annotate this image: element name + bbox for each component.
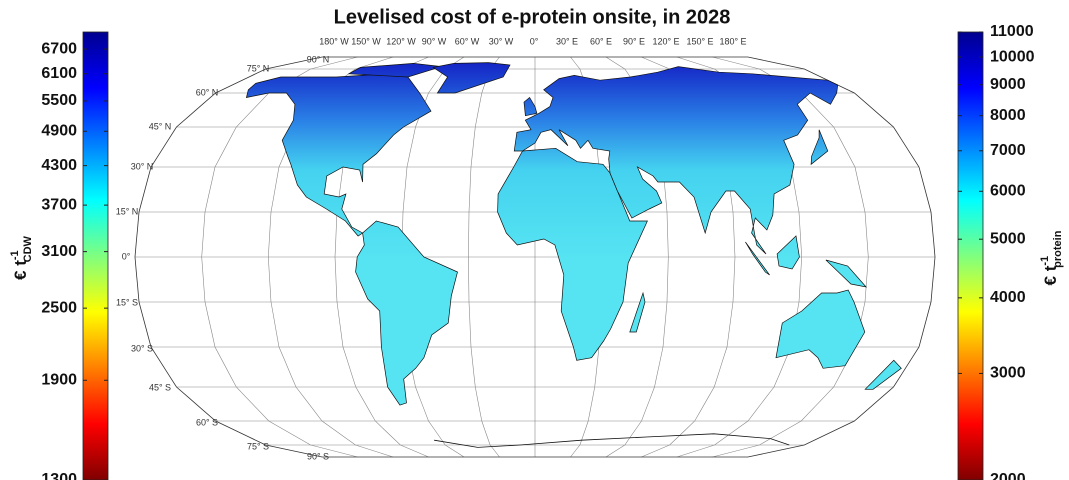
latitude-label: 90° S bbox=[307, 451, 329, 461]
colorbar-label: € t-1CDW bbox=[9, 235, 34, 280]
colorbar-tick-label: 1300 bbox=[41, 471, 77, 480]
latitude-label: 0° bbox=[122, 251, 131, 261]
land bbox=[810, 129, 829, 166]
title: Levelised cost of e-protein onsite, in 2… bbox=[334, 6, 731, 28]
colorbar-tick-label: 5500 bbox=[41, 92, 77, 109]
latitude-label: 15° S bbox=[116, 297, 138, 307]
colorbar-tick-label: 11000 bbox=[990, 23, 1034, 40]
colorbar-tick-label: 4900 bbox=[41, 123, 77, 140]
land bbox=[432, 62, 511, 94]
label-sup: -1 bbox=[9, 250, 21, 260]
land bbox=[825, 259, 868, 288]
meridian bbox=[467, 56, 500, 458]
longitude-label: 150° W bbox=[351, 36, 381, 46]
colorbar-tick-label: 8000 bbox=[990, 107, 1026, 124]
colorbar-tick-label: 4300 bbox=[41, 157, 77, 174]
latitude-label: 30° N bbox=[131, 161, 154, 171]
colorbar-tick-label: 6700 bbox=[41, 40, 77, 57]
longitude-label: 30° E bbox=[556, 36, 578, 46]
land bbox=[775, 289, 866, 369]
map-frame bbox=[134, 56, 936, 458]
label-sub: CDW bbox=[22, 235, 34, 262]
land bbox=[776, 235, 800, 270]
colorbar-tick-label: 3700 bbox=[41, 196, 77, 213]
antarctica-coast bbox=[434, 433, 790, 448]
colorbar-tick-label: 5000 bbox=[990, 230, 1026, 247]
colorbar-label: € t-1protein bbox=[1039, 230, 1064, 285]
longitude-label: 180° W bbox=[319, 36, 349, 46]
colorbar-tick-label: 10000 bbox=[990, 48, 1035, 65]
colorbar-tick-label: 2500 bbox=[41, 299, 77, 316]
colorbar-tick-label: 6000 bbox=[990, 183, 1026, 200]
latitude-label: 75° N bbox=[247, 63, 270, 73]
label-sub: protein bbox=[1052, 230, 1064, 268]
latitude-label: 45° N bbox=[149, 121, 172, 131]
longitude-label: 30° W bbox=[489, 36, 514, 46]
longitude-label: 120° W bbox=[386, 36, 416, 46]
colorbar-tick-label: 9000 bbox=[990, 76, 1026, 93]
latitude-label: 45° S bbox=[149, 382, 171, 392]
world-map bbox=[134, 56, 936, 458]
colorbar bbox=[82, 31, 109, 480]
colorbar-tick-label: 1900 bbox=[41, 371, 77, 388]
land bbox=[523, 96, 538, 117]
longitude-label: 90° E bbox=[623, 36, 645, 46]
land bbox=[347, 63, 442, 78]
latitude-label: 30° S bbox=[131, 343, 153, 353]
colorbar-tick-label: 4000 bbox=[990, 289, 1026, 306]
colorbar-tick-label: 6100 bbox=[41, 65, 77, 82]
longitude-label: 0° bbox=[530, 36, 539, 46]
colorbar-tick-label: 3100 bbox=[41, 243, 77, 260]
land bbox=[497, 147, 648, 361]
longitude-label: 120° E bbox=[652, 36, 679, 46]
label-sup: -1 bbox=[1039, 256, 1051, 266]
label-main: € t bbox=[1041, 265, 1060, 285]
longitude-label: 150° E bbox=[686, 36, 713, 46]
colorbar-tick-label: 7000 bbox=[990, 142, 1026, 159]
latitude-label: 60° S bbox=[196, 417, 218, 427]
land bbox=[864, 359, 902, 390]
colorbar-tick-label: 2000 bbox=[990, 471, 1026, 480]
latitude-label: 60° N bbox=[196, 87, 219, 97]
latitude-label: 75° S bbox=[247, 441, 269, 451]
latitude-label: 15° N bbox=[116, 206, 139, 216]
latitude-label: 90° N bbox=[307, 54, 330, 64]
land bbox=[629, 291, 646, 333]
colorbar bbox=[957, 31, 984, 480]
land bbox=[513, 66, 839, 255]
land bbox=[355, 220, 458, 406]
longitude-label: 180° E bbox=[719, 36, 746, 46]
longitude-label: 60° E bbox=[590, 36, 612, 46]
longitude-label: 60° W bbox=[455, 36, 480, 46]
label-main: € t bbox=[11, 260, 30, 280]
colorbar-tick-label: 3000 bbox=[990, 365, 1026, 382]
land bbox=[745, 241, 770, 276]
longitude-label: 90° W bbox=[422, 36, 447, 46]
land bbox=[245, 73, 432, 237]
